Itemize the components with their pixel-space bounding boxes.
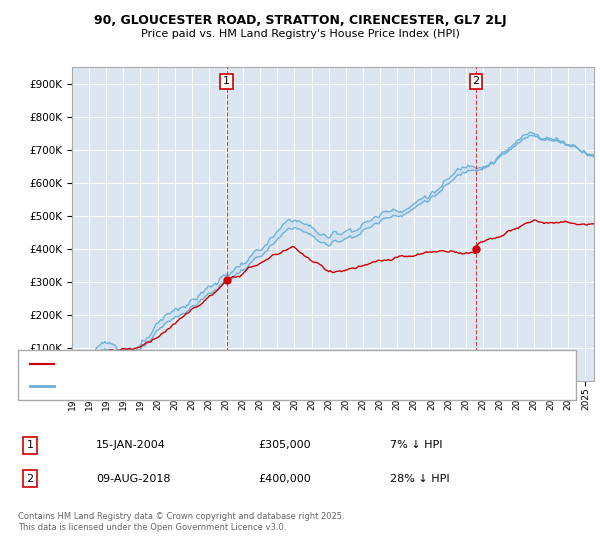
Text: £400,000: £400,000: [258, 474, 311, 484]
Text: 15-JAN-2004: 15-JAN-2004: [96, 440, 166, 450]
Text: HPI: Average price, detached house, Cotswold: HPI: Average price, detached house, Cots…: [60, 381, 285, 391]
Text: £305,000: £305,000: [258, 440, 311, 450]
Text: Price paid vs. HM Land Registry's House Price Index (HPI): Price paid vs. HM Land Registry's House …: [140, 29, 460, 39]
Text: 28% ↓ HPI: 28% ↓ HPI: [390, 474, 449, 484]
Text: 1: 1: [26, 440, 34, 450]
Text: 1: 1: [223, 76, 230, 86]
Text: 7% ↓ HPI: 7% ↓ HPI: [390, 440, 443, 450]
Text: Contains HM Land Registry data © Crown copyright and database right 2025.
This d: Contains HM Land Registry data © Crown c…: [18, 512, 344, 532]
Text: 2: 2: [472, 76, 479, 86]
Text: 90, GLOUCESTER ROAD, STRATTON, CIRENCESTER, GL7 2LJ: 90, GLOUCESTER ROAD, STRATTON, CIRENCEST…: [94, 14, 506, 27]
Text: 09-AUG-2018: 09-AUG-2018: [96, 474, 170, 484]
Text: 2: 2: [26, 474, 34, 484]
Text: 90, GLOUCESTER ROAD, STRATTON, CIRENCESTER, GL7 2LJ (detached house): 90, GLOUCESTER ROAD, STRATTON, CIRENCEST…: [60, 359, 439, 369]
